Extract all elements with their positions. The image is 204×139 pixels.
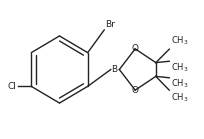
Text: CH$_3$: CH$_3$: [170, 35, 188, 47]
Text: CH$_3$: CH$_3$: [170, 62, 188, 74]
Text: Cl: Cl: [8, 82, 16, 91]
Text: CH$_3$: CH$_3$: [170, 77, 188, 90]
Text: O: O: [131, 86, 138, 95]
Text: O: O: [131, 44, 138, 53]
Text: Br: Br: [105, 20, 115, 28]
Text: CH$_3$: CH$_3$: [170, 91, 188, 104]
Text: B: B: [111, 65, 117, 74]
